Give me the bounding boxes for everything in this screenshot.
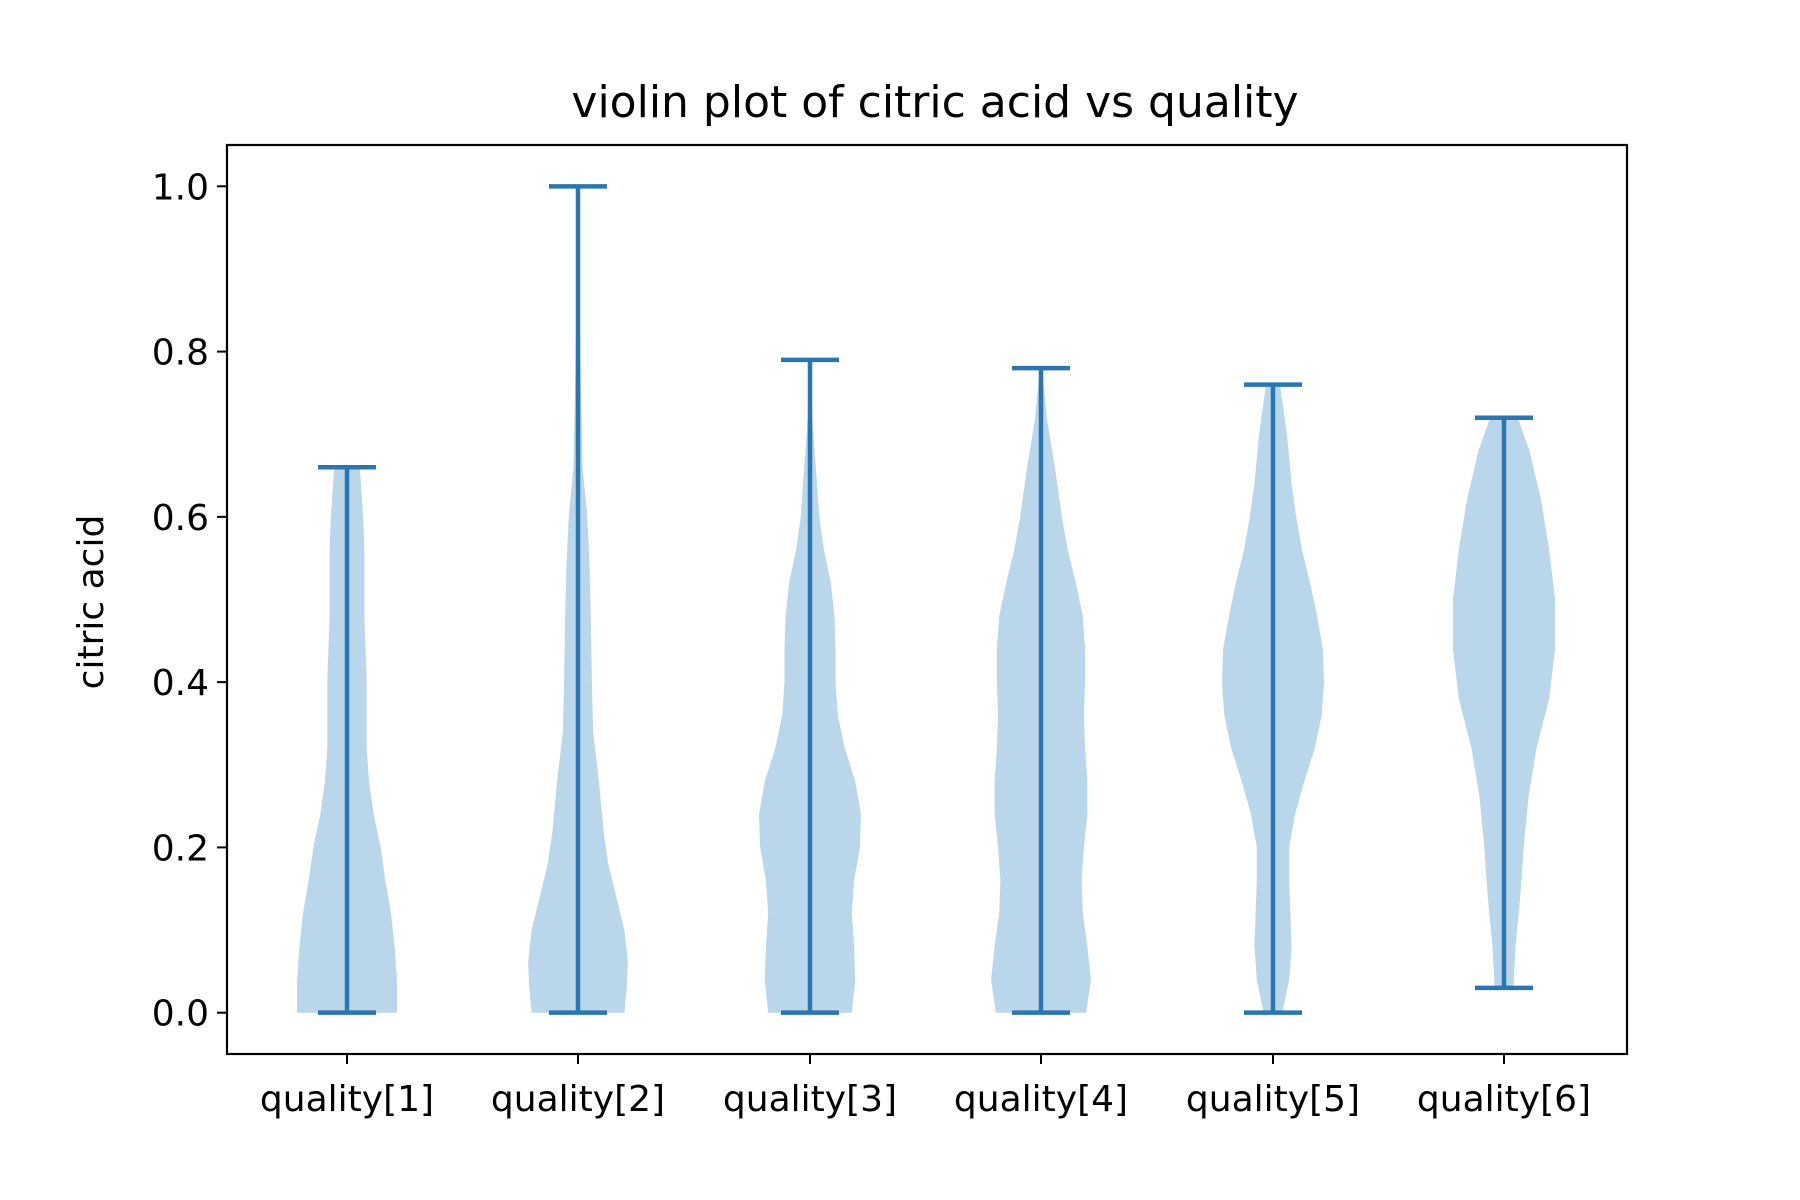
- x-tick-label: quality[6]: [1417, 1079, 1591, 1120]
- y-tick-label: 1.0: [152, 167, 209, 208]
- x-axis-ticks: quality[1] quality[2] quality[3] quality[4]…: [260, 1054, 1591, 1120]
- y-tick-label: 0.2: [152, 828, 209, 869]
- x-tick-label: quality[1]: [260, 1079, 434, 1120]
- axes-frame: [225, 143, 1629, 1056]
- y-axis-label: citric acid: [71, 515, 112, 690]
- y-tick-label: 0.8: [152, 333, 209, 374]
- x-tick-label: quality[3]: [723, 1079, 897, 1120]
- x-tick-label: quality[2]: [491, 1079, 665, 1120]
- y-tick-label: 0.6: [152, 498, 209, 539]
- chart-title: violin plot of citric acid vs quality: [571, 77, 1298, 128]
- violin-group: [297, 184, 1555, 1015]
- x-tick-label: quality[5]: [1186, 1079, 1360, 1120]
- y-tick-label: 0.4: [152, 663, 209, 704]
- x-tick-label: quality[4]: [954, 1079, 1128, 1120]
- y-axis-ticks: 0.0 0.2 0.4 0.6 0.8 1.0: [152, 167, 227, 1035]
- y-tick-label: 0.0: [152, 994, 209, 1035]
